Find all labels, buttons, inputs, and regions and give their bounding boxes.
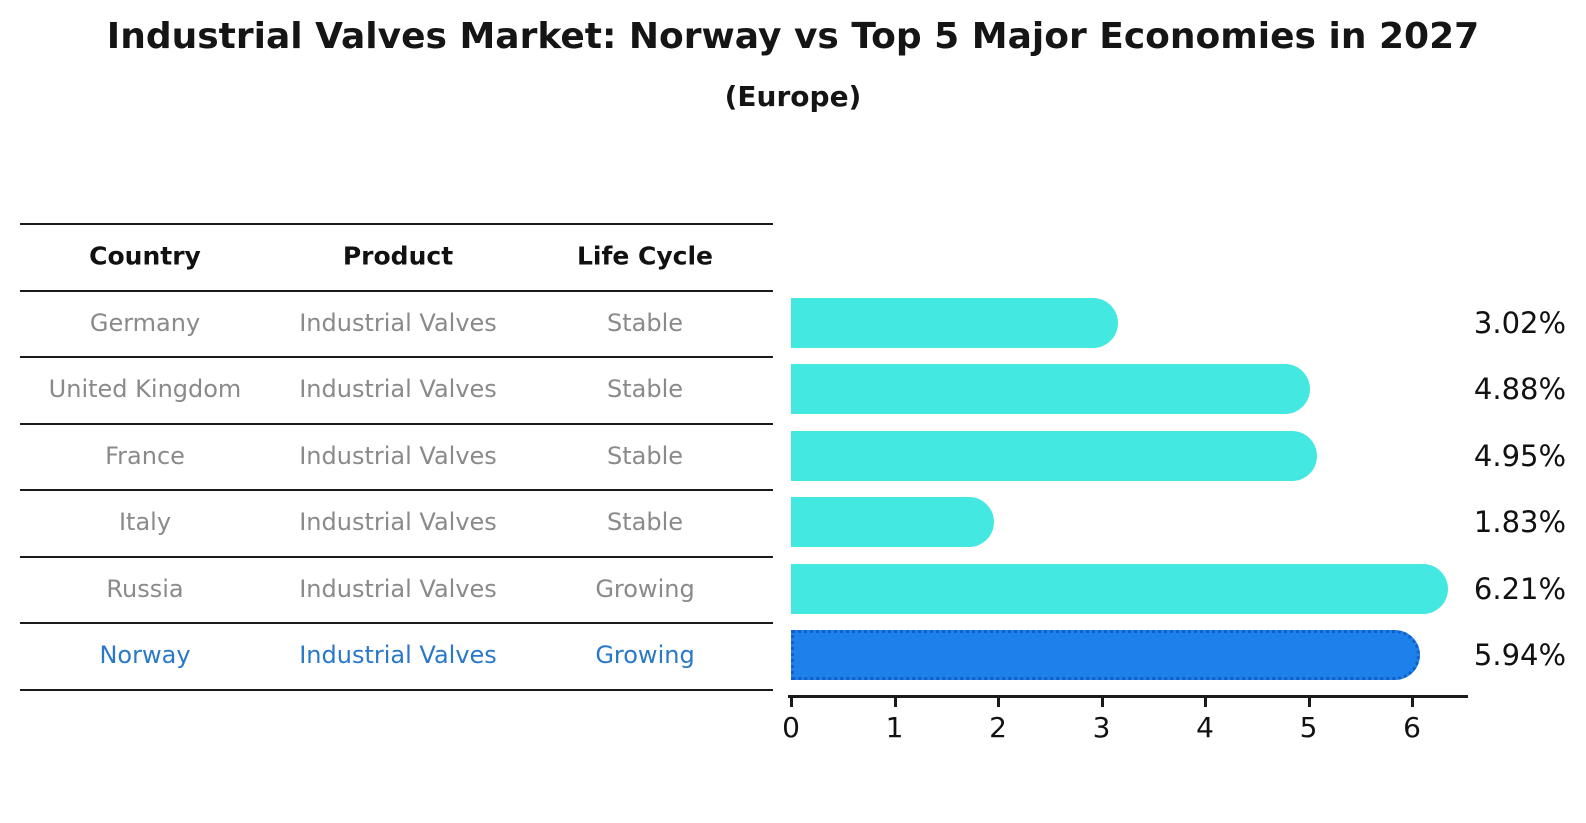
table-header-lifecycle: Life Cycle bbox=[576, 241, 714, 271]
table-cell-life-cycle-russia: Growing bbox=[595, 574, 695, 603]
x-axis-tick-label: 0 bbox=[782, 711, 800, 744]
table-separator-line bbox=[20, 688, 773, 691]
x-axis-tick bbox=[1411, 697, 1414, 707]
x-axis-tick-label: 2 bbox=[989, 711, 1007, 744]
x-axis-tick-label: 3 bbox=[1092, 711, 1111, 744]
bar-value-label-italy: 1.83% bbox=[1473, 505, 1567, 540]
x-axis-tick-label: 1 bbox=[885, 711, 904, 744]
x-axis-tick bbox=[1204, 697, 1207, 707]
bar-value-label-united-kingdom: 4.88% bbox=[1473, 372, 1567, 407]
bar-value-label-russia: 6.21% bbox=[1473, 571, 1567, 606]
bar-value-label-france: 4.95% bbox=[1473, 438, 1567, 473]
bar-value-label-germany: 3.02% bbox=[1473, 305, 1567, 340]
table-cell-product-russia: Industrial Valves bbox=[299, 574, 497, 603]
table-cell-life-cycle-norway: Growing bbox=[595, 641, 695, 670]
table-cell-product-france: Industrial Valves bbox=[299, 441, 497, 470]
table-separator-line bbox=[20, 622, 773, 624]
table-separator-line bbox=[20, 223, 773, 225]
bar-germany bbox=[791, 297, 1118, 348]
table-cell-life-cycle-france: Stable bbox=[606, 441, 684, 470]
chart-subtitle: (Europe) bbox=[724, 80, 862, 113]
x-axis-tick bbox=[790, 697, 793, 707]
table-cell-country-russia: Russia bbox=[106, 574, 184, 603]
table-cell-country-norway: Norway bbox=[99, 641, 191, 670]
table-cell-life-cycle-united-kingdom: Stable bbox=[606, 375, 684, 404]
table-cell-country-germany: Germany bbox=[89, 308, 201, 337]
table-separator-line bbox=[20, 356, 773, 358]
table-header-product: Product bbox=[342, 241, 454, 271]
table-separator-line bbox=[20, 289, 773, 292]
bar-russia bbox=[791, 563, 1448, 614]
table-cell-country-italy: Italy bbox=[118, 508, 172, 537]
bar-united-kingdom bbox=[791, 364, 1311, 415]
table-header-country: Country bbox=[89, 241, 201, 271]
x-axis-tick bbox=[893, 697, 897, 707]
bar-value-label-norway: 5.94% bbox=[1473, 638, 1567, 673]
x-axis-tick-label: 5 bbox=[1299, 711, 1318, 744]
bar-norway bbox=[791, 630, 1420, 681]
table-cell-product-united-kingdom: Industrial Valves bbox=[299, 375, 497, 404]
x-axis-tick bbox=[997, 697, 1000, 707]
x-axis-tick bbox=[1307, 697, 1311, 707]
x-axis-tick-label: 4 bbox=[1196, 711, 1214, 744]
table-cell-product-norway: Industrial Valves bbox=[299, 641, 497, 670]
table-separator-line bbox=[20, 422, 773, 425]
table-cell-country-france: France bbox=[105, 441, 185, 470]
x-axis-spine bbox=[788, 695, 1468, 698]
chart-title: Industrial Valves Market: Norway vs Top … bbox=[106, 16, 1480, 57]
bar-france bbox=[791, 430, 1318, 481]
table-cell-product-germany: Industrial Valves bbox=[299, 308, 497, 337]
table-cell-life-cycle-italy: Stable bbox=[606, 508, 684, 537]
table-cell-product-italy: Industrial Valves bbox=[299, 508, 497, 537]
x-axis-tick-label: 6 bbox=[1403, 711, 1421, 744]
table-separator-line bbox=[20, 555, 773, 558]
bar-italy bbox=[791, 497, 995, 548]
table-cell-country-united-kingdom: United Kingdom bbox=[48, 375, 242, 404]
table-separator-line bbox=[20, 489, 773, 491]
x-axis-tick bbox=[1100, 697, 1104, 707]
table-cell-life-cycle-germany: Stable bbox=[606, 308, 684, 337]
